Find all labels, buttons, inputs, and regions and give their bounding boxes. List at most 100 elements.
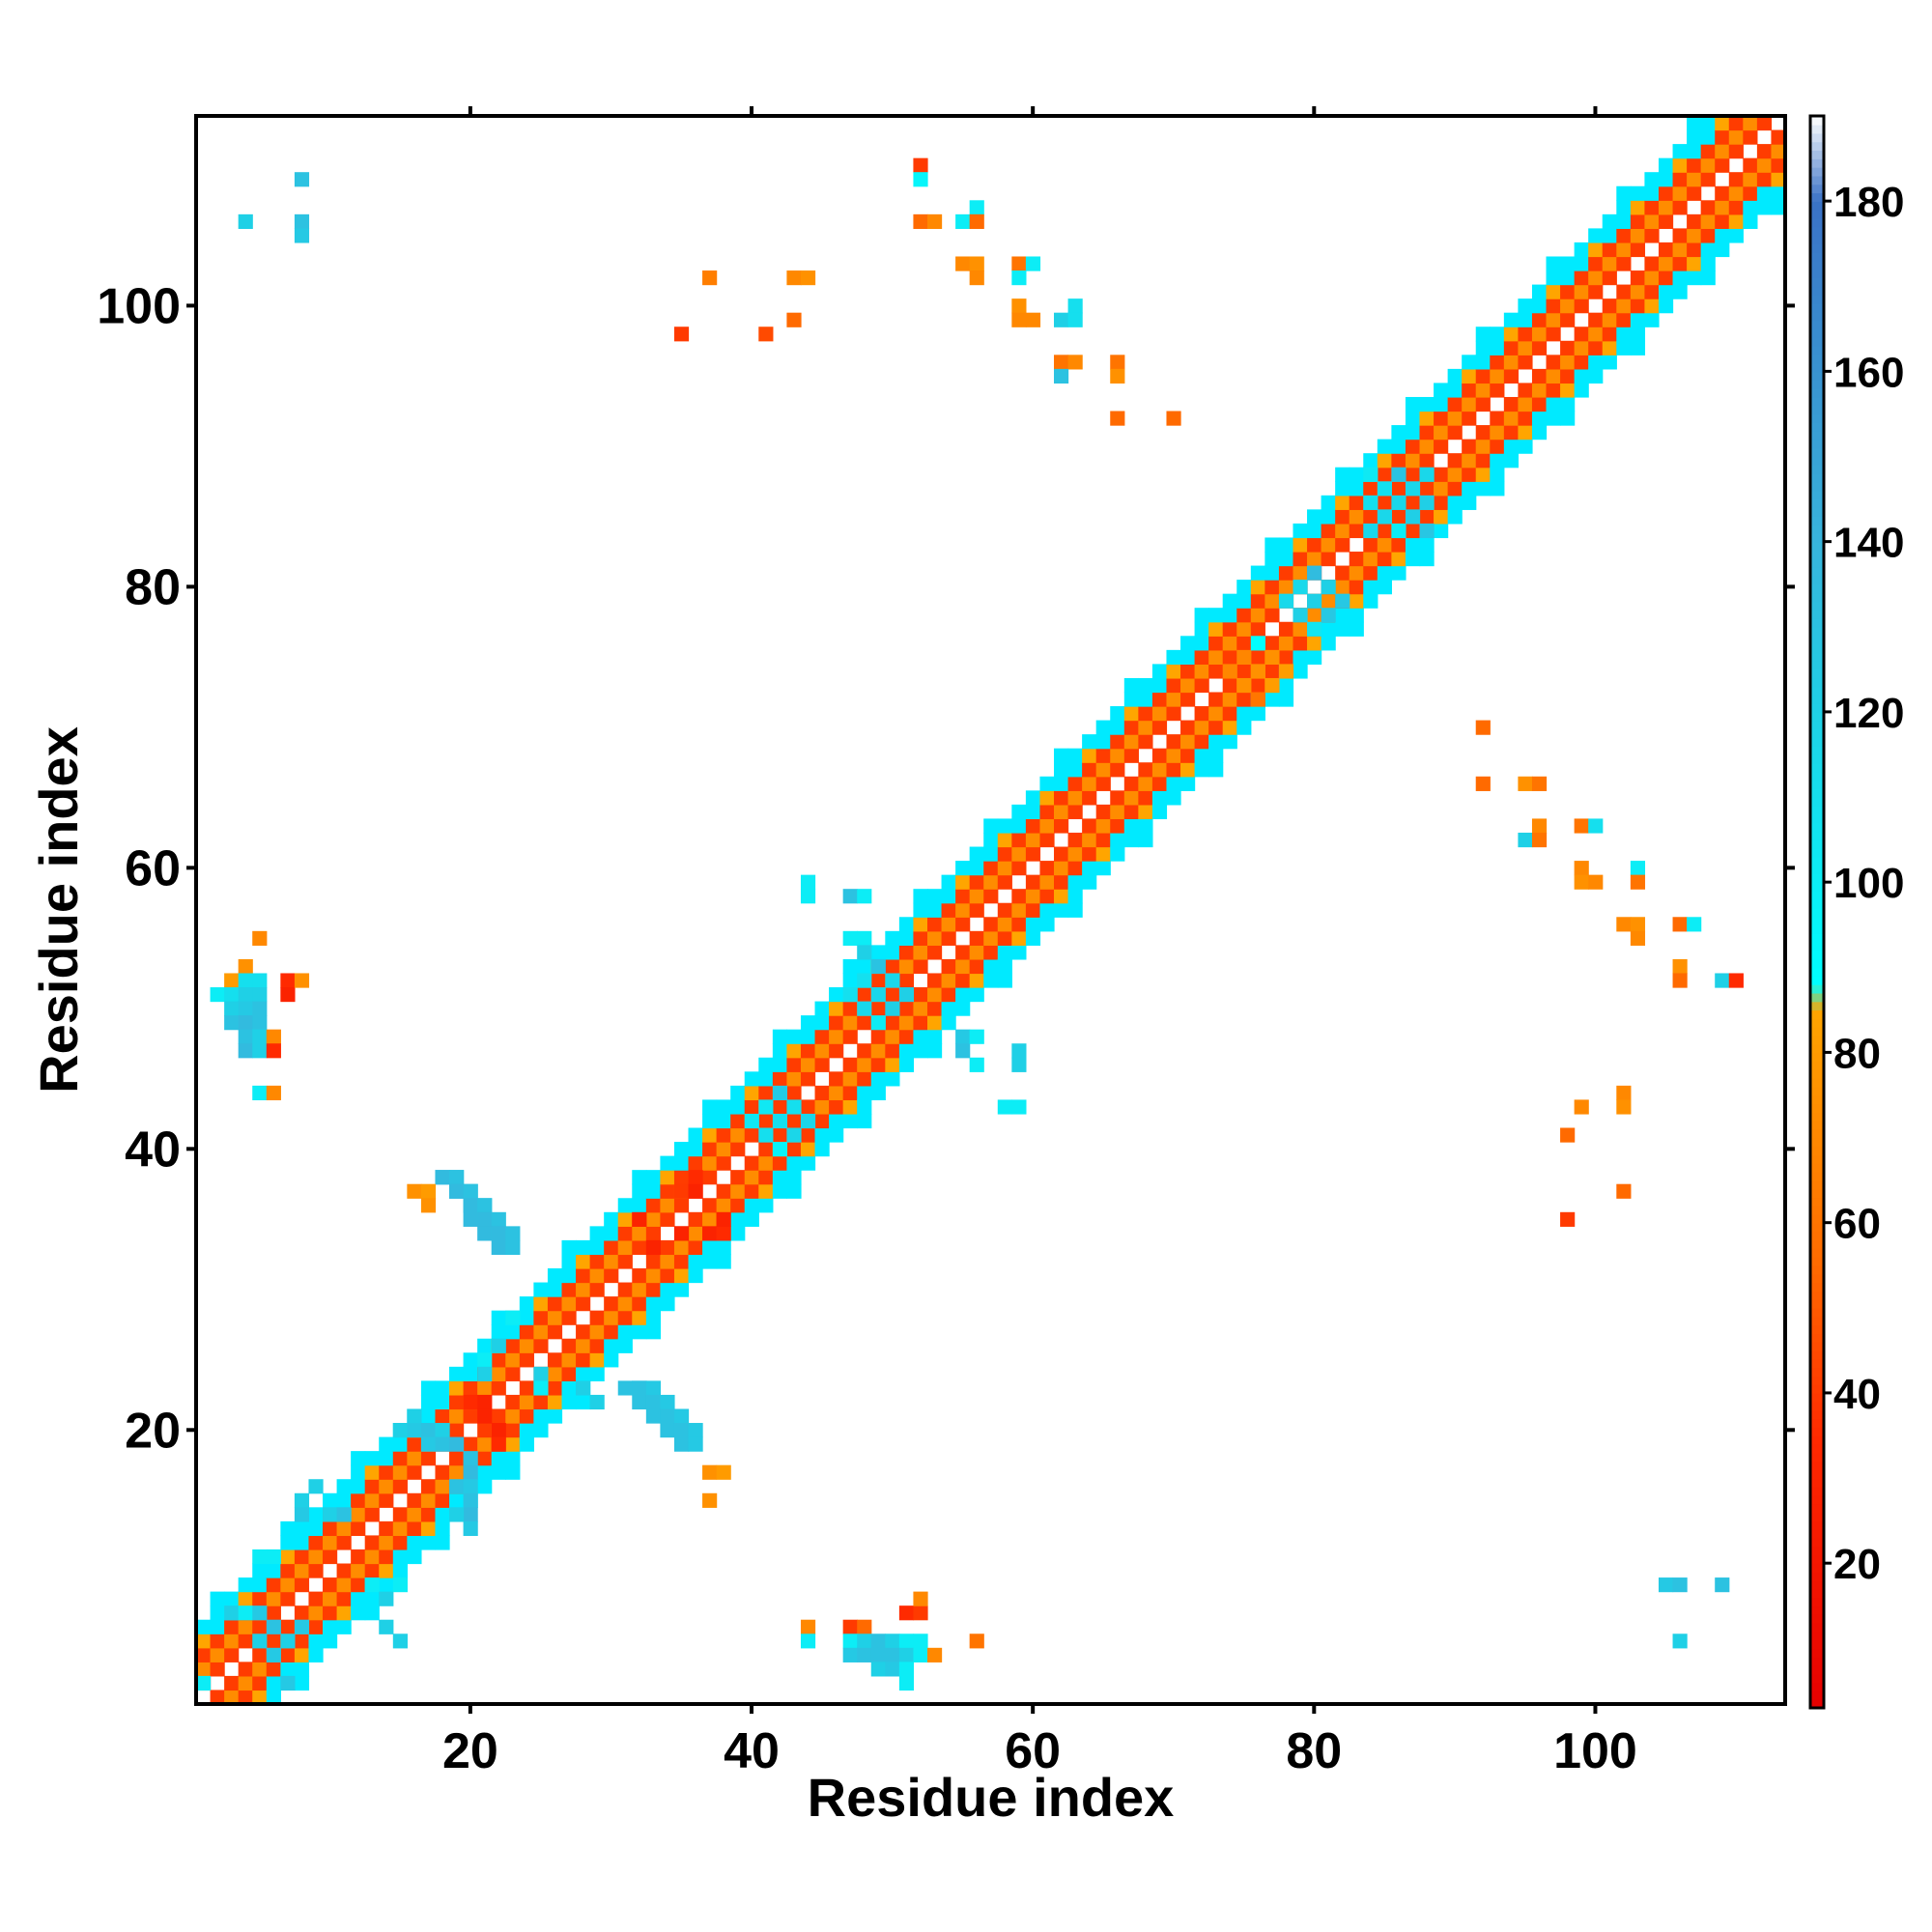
diagonal-cell — [1574, 298, 1589, 314]
diagonal-cell — [547, 1282, 563, 1297]
diagonal-cell — [1503, 396, 1520, 412]
diagonal-cell — [1335, 495, 1350, 510]
diagonal-cell — [252, 1563, 268, 1578]
colorbar-segment — [1810, 950, 1824, 960]
diagonal-cell — [913, 945, 928, 960]
diagonal-cell — [1236, 720, 1252, 735]
diagonal-cell — [1123, 748, 1139, 763]
heatmap-cell — [238, 1605, 253, 1621]
colorbar-segment — [1810, 1546, 1824, 1556]
diagonal-cell — [1321, 552, 1336, 567]
diagonal-cell — [210, 1605, 225, 1621]
diagonal-cell — [913, 930, 928, 946]
diagonal-cell — [786, 1085, 802, 1101]
colorbar-segment — [1810, 1146, 1824, 1155]
heatmap-cell — [224, 1015, 240, 1031]
heatmap-cell — [1110, 355, 1125, 370]
diagonal-cell — [435, 1492, 450, 1508]
diagonal-cell — [1518, 327, 1533, 342]
diagonal-cell — [730, 1127, 746, 1143]
colorbar-segment — [1810, 1657, 1824, 1666]
diagonal-cell — [1082, 762, 1097, 778]
diagonal-cell — [941, 1015, 956, 1031]
diagonal-cell — [857, 987, 872, 1003]
diagonal-cell — [758, 1085, 774, 1101]
blob-cell — [1419, 523, 1435, 539]
blob-cell — [786, 1099, 802, 1115]
diagonal-cell — [1011, 861, 1027, 876]
stripe-cell — [449, 1183, 465, 1199]
colorbar-segment — [1810, 976, 1824, 985]
diagonal-cell — [926, 930, 943, 946]
diagonal-cell — [280, 1535, 296, 1550]
heatmap-cell — [420, 1436, 437, 1452]
heatmap-cell — [407, 1408, 422, 1424]
diagonal-cell — [505, 1464, 521, 1480]
colorbar-tick-label: 180 — [1833, 179, 1904, 226]
diagonal-cell — [576, 1352, 591, 1368]
heatmap-cell — [1672, 1634, 1688, 1649]
diagonal-cell — [1574, 270, 1589, 286]
diagonal-cell — [1264, 580, 1280, 595]
colorbar-segment — [1810, 847, 1824, 858]
diagonal-cell — [1574, 368, 1589, 384]
diagonal-cell — [1194, 608, 1209, 623]
diagonal-cell — [224, 1634, 240, 1649]
diagonal-cell — [1658, 298, 1674, 314]
diagonal-cell — [1405, 495, 1421, 510]
diagonal-cell — [1194, 621, 1209, 637]
heatmap-cell — [294, 1492, 310, 1508]
diagonal-cell — [1658, 256, 1674, 271]
diagonal-cell — [1503, 411, 1520, 426]
diagonal-cell — [576, 1338, 591, 1353]
diagonal-cell — [1546, 368, 1561, 384]
diagonal-cell — [1377, 523, 1392, 539]
diagonal-cell — [1307, 552, 1322, 567]
diagonal-cell — [379, 1492, 394, 1508]
heatmap-cell — [1574, 818, 1589, 834]
diagonal-cell — [1475, 425, 1491, 440]
colorbar-segment — [1810, 184, 1824, 194]
diagonal-cell — [576, 1254, 591, 1269]
diagonal-cell — [926, 889, 943, 904]
diagonal-cell — [926, 1043, 943, 1059]
diagonal-cell — [1644, 213, 1660, 229]
diagonal-cell — [1616, 213, 1632, 229]
diagonal-cell — [238, 1662, 253, 1677]
diagonal-cell — [1194, 720, 1209, 735]
diagonal-cell — [969, 987, 984, 1003]
diagonal-cell — [1672, 256, 1688, 271]
stripe-cell — [632, 1380, 647, 1396]
diagonal-cell — [1756, 116, 1773, 131]
colorbar-segment — [1810, 431, 1824, 440]
diagonal-cell — [857, 958, 872, 975]
diagonal-cell — [1208, 734, 1224, 750]
diagonal-cell — [1349, 467, 1364, 482]
heatmap-cell — [491, 1436, 506, 1452]
diagonal-cell — [1095, 720, 1111, 735]
blob-cell — [1278, 664, 1294, 679]
y-tick-label: 80 — [125, 559, 181, 615]
diagonal-cell — [1447, 509, 1463, 525]
diagonal-cell — [857, 1015, 872, 1031]
diagonal-cell — [1490, 453, 1505, 469]
diagonal-cell — [435, 1464, 450, 1480]
diagonal-cell — [786, 1155, 802, 1171]
diagonal-cell — [1335, 481, 1350, 497]
diagonal-cell — [280, 1563, 296, 1578]
diagonal-cell — [1180, 636, 1196, 651]
diagonal-cell — [589, 1226, 605, 1241]
diagonal-cell — [898, 958, 915, 975]
diagonal-cell — [716, 1127, 731, 1143]
diagonal-cell — [1278, 621, 1294, 637]
diagonal-cell — [1475, 368, 1491, 384]
colorbar-segment — [1810, 362, 1824, 373]
heatmap-cell — [1728, 973, 1744, 988]
heatmap-cell — [632, 1211, 647, 1227]
colorbar-segment — [1810, 1478, 1824, 1488]
colorbar-segment — [1810, 1061, 1824, 1070]
blob-cell — [1222, 664, 1237, 679]
heatmap-cell — [1475, 720, 1491, 735]
heatmap-cell — [1616, 1183, 1632, 1199]
diagonal-cell — [829, 1015, 844, 1031]
